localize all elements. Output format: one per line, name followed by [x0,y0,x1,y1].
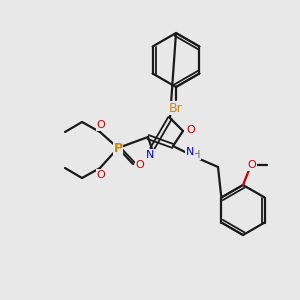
Text: H: H [193,150,201,160]
Text: O: O [248,160,256,170]
Text: O: O [136,160,144,170]
Text: O: O [97,120,105,130]
Text: O: O [97,170,105,180]
Text: O: O [187,125,195,135]
Text: N: N [186,147,194,157]
Text: P: P [113,142,123,154]
Text: Br: Br [169,101,183,115]
Text: N: N [146,150,154,160]
